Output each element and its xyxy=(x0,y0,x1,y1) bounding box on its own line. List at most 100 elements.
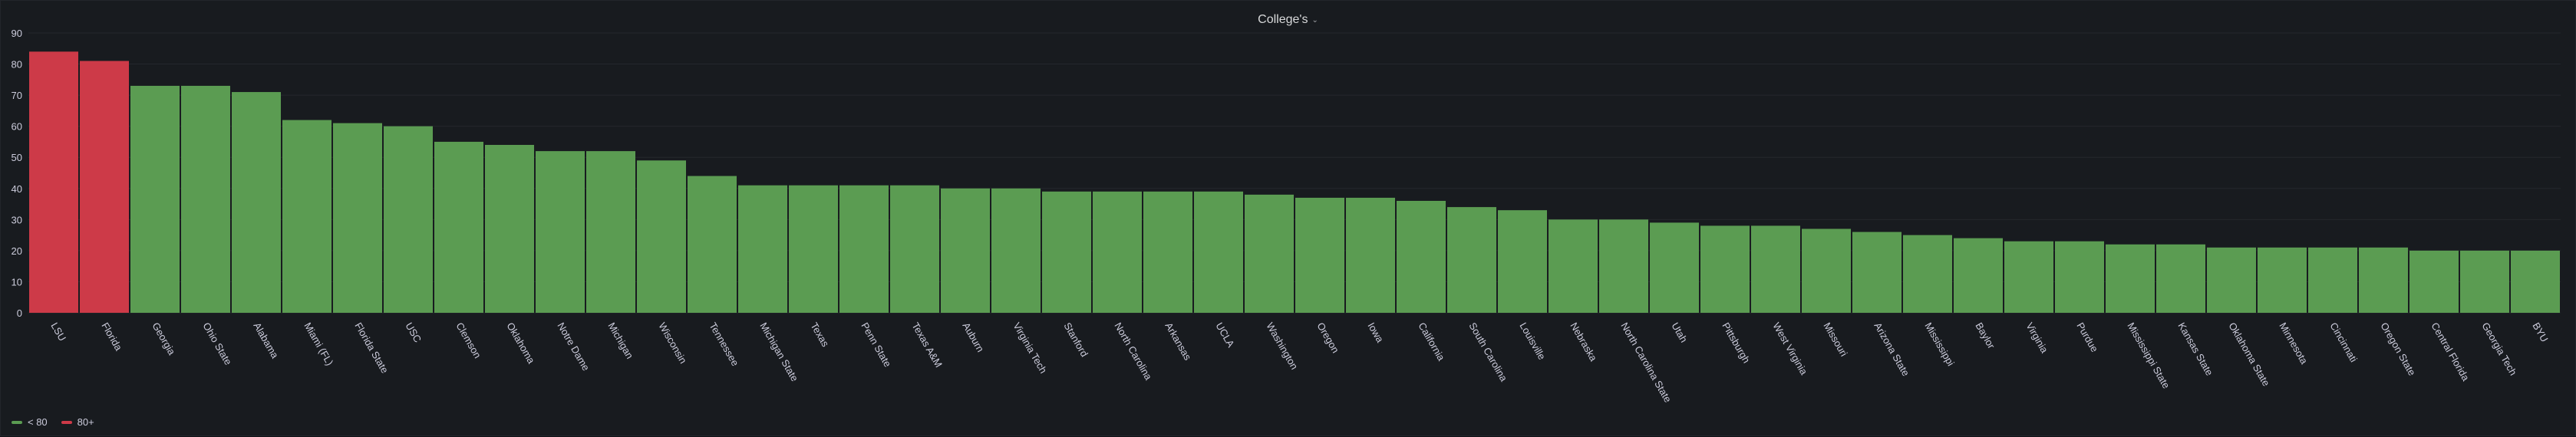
bar[interactable] xyxy=(2511,250,2560,313)
x-tick-label: Oklahoma xyxy=(504,320,537,366)
x-tick-label: Stanford xyxy=(1061,320,1090,359)
bar[interactable] xyxy=(688,176,737,313)
x-tick-label: UCLA xyxy=(1213,320,1236,350)
x-tick-label: Missouri xyxy=(1821,320,1849,359)
bar[interactable] xyxy=(637,160,686,313)
legend-label: 80+ xyxy=(77,416,94,428)
bar[interactable] xyxy=(333,123,382,313)
bar[interactable] xyxy=(130,85,180,313)
y-tick-label: 40 xyxy=(12,183,22,195)
legend-swatch xyxy=(12,420,22,424)
panel-title-menu[interactable]: College's ⌄ xyxy=(1258,13,1318,27)
legend-item-80-plus[interactable]: 80+ xyxy=(61,416,94,428)
bar[interactable] xyxy=(1549,219,1598,313)
bar[interactable] xyxy=(2207,247,2256,313)
bar[interactable] xyxy=(1751,225,1800,313)
bar[interactable] xyxy=(1346,197,1395,313)
x-tick-label: Virginia xyxy=(2024,320,2050,356)
bar[interactable] xyxy=(941,188,990,313)
x-tick-label: North Carolina xyxy=(1112,320,1154,383)
bar[interactable] xyxy=(2460,250,2509,313)
bar[interactable] xyxy=(1498,210,1547,313)
y-tick-label: 0 xyxy=(17,307,22,319)
bar[interactable] xyxy=(1903,235,1952,313)
bar[interactable] xyxy=(1042,191,1091,313)
bar[interactable] xyxy=(1954,238,2003,313)
bar[interactable] xyxy=(1397,201,1446,313)
bar[interactable] xyxy=(282,120,331,313)
x-tick-label: Purdue xyxy=(2074,320,2100,354)
bar[interactable] xyxy=(738,185,787,313)
bar[interactable] xyxy=(2409,250,2459,313)
x-tick-label: Ohio State xyxy=(200,320,234,367)
bar[interactable] xyxy=(1143,191,1192,313)
x-tick-label: Louisville xyxy=(1517,320,1548,362)
x-tick-label: Minnesota xyxy=(2277,320,2310,366)
bar[interactable] xyxy=(29,51,78,313)
x-tick-label: Miami (FL) xyxy=(302,320,335,367)
x-tick-label: Utah xyxy=(1669,320,1690,344)
bar[interactable] xyxy=(1295,197,1344,313)
x-tick-label: Clemson xyxy=(454,320,483,360)
y-tick-label: 70 xyxy=(12,90,22,101)
bar[interactable] xyxy=(181,85,230,313)
x-tick-label: LSU xyxy=(48,320,68,343)
x-tick-label: Penn State xyxy=(859,320,893,369)
bar[interactable] xyxy=(1245,194,1294,313)
x-tick-label: Oregon xyxy=(1314,320,1341,355)
bar[interactable] xyxy=(536,151,585,313)
x-tick-label: Nebraska xyxy=(1568,320,1599,363)
x-tick-label: BYU xyxy=(2530,320,2550,344)
bar[interactable] xyxy=(2258,247,2307,313)
bar[interactable] xyxy=(1650,222,1699,313)
bar[interactable] xyxy=(485,145,534,313)
bar[interactable] xyxy=(1093,191,1142,313)
x-tick-label: Baylor xyxy=(1973,320,1997,351)
y-tick-label: 80 xyxy=(12,59,22,71)
legend-label: < 80 xyxy=(28,416,48,428)
x-tick-label: West Virginia xyxy=(1770,320,1809,377)
y-tick-label: 60 xyxy=(12,121,22,133)
bar[interactable] xyxy=(2106,244,2155,313)
bar[interactable] xyxy=(1194,191,1243,313)
bar[interactable] xyxy=(2308,247,2357,313)
bar[interactable] xyxy=(1802,228,1851,314)
bar[interactable] xyxy=(2359,247,2408,313)
x-tick-label: Texas A&M xyxy=(909,320,945,370)
x-tick-label: Virginia Tech xyxy=(1011,320,1049,376)
x-tick-label: Florida State xyxy=(352,320,391,375)
panel-header: College's ⌄ xyxy=(1,10,2575,30)
bar[interactable] xyxy=(232,92,281,314)
bar[interactable] xyxy=(839,185,889,313)
legend-item-under-80[interactable]: < 80 xyxy=(12,416,48,428)
x-tick-label: Georgia Tech xyxy=(2479,320,2519,377)
bar[interactable] xyxy=(2156,244,2205,313)
x-tick-label: Florida xyxy=(99,320,124,353)
bar[interactable] xyxy=(789,185,838,313)
y-tick-label: 10 xyxy=(12,276,22,288)
x-tick-label: Kansas State xyxy=(2175,320,2215,377)
bar[interactable] xyxy=(890,185,939,313)
bar[interactable] xyxy=(1700,225,1750,313)
bar[interactable] xyxy=(2055,241,2104,313)
x-tick-label: California xyxy=(1416,320,1447,363)
x-tick-label: Mississippi xyxy=(1922,320,1956,368)
x-tick-label: Oregon State xyxy=(2378,320,2418,377)
bar[interactable] xyxy=(991,188,1041,313)
bar[interactable] xyxy=(80,61,129,314)
bar[interactable] xyxy=(1852,232,1901,313)
bar[interactable] xyxy=(434,141,483,313)
legend: < 80 80+ xyxy=(12,416,94,428)
bar[interactable] xyxy=(384,126,433,313)
x-tick-label: Tennessee xyxy=(707,320,740,368)
x-tick-label: North Carolina State xyxy=(1618,320,1674,405)
chevron-down-icon: ⌄ xyxy=(1311,15,1318,25)
x-tick-label: Michigan State xyxy=(757,320,800,383)
y-tick-label: 30 xyxy=(12,214,22,225)
x-tick-label: Central Florida xyxy=(2429,320,2472,383)
bar[interactable] xyxy=(1599,219,1648,313)
bar[interactable] xyxy=(586,151,635,313)
x-tick-label: Auburn xyxy=(960,320,986,354)
bar[interactable] xyxy=(2004,241,2053,313)
bar[interactable] xyxy=(1447,207,1496,313)
